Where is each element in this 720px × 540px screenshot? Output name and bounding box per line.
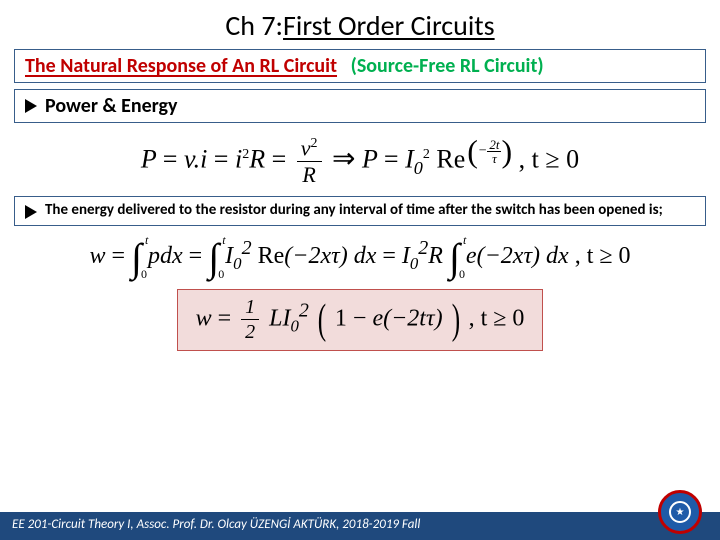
subtitle: The Natural Response of An RL Circuit (S… (25, 54, 695, 78)
subtitle-right: (Source-Free RL Circuit) (351, 54, 544, 78)
subtitle-left: The Natural Response of An RL Circuit (25, 54, 337, 78)
university-logo: ★ (658, 490, 702, 534)
section-box: Power & Energy (14, 89, 706, 123)
equation-energy-result: w = 1 2 LI02 ( 1 − e(−2tτ) ) , t ≥ 0 (0, 289, 720, 351)
equation-power: P = v.i = i2R = v2 R ⇒ P = I02 Re(−2tτ) … (0, 137, 720, 186)
bullet-arrow-icon (25, 205, 37, 219)
energy-note-box: The energy delivered to the resistor dur… (14, 196, 706, 226)
note-row: The energy delivered to the resistor dur… (25, 201, 695, 221)
section-label: Power & Energy (45, 94, 177, 118)
title-underlined: First Order Circuits (283, 8, 495, 43)
chapter-title: Ch 7:First Order Circuits (0, 0, 720, 43)
equation-energy-integral: w = ∫t0 pdx = ∫t0 I02 Re(−2xτ) dx = I02R… (0, 234, 720, 281)
title-pre: Ch 7: (225, 8, 283, 43)
footer-bar: EE 201-Circuit Theory I, Assoc. Prof. Dr… (0, 512, 720, 540)
footer-text: EE 201-Circuit Theory I, Assoc. Prof. Dr… (12, 517, 420, 532)
subtitle-box: The Natural Response of An RL Circuit (S… (14, 49, 706, 83)
logo-inner-icon: ★ (669, 501, 691, 523)
energy-note: The energy delivered to the resistor dur… (45, 201, 663, 221)
bullet-arrow-icon (25, 99, 37, 113)
section-row: Power & Energy (25, 94, 695, 118)
